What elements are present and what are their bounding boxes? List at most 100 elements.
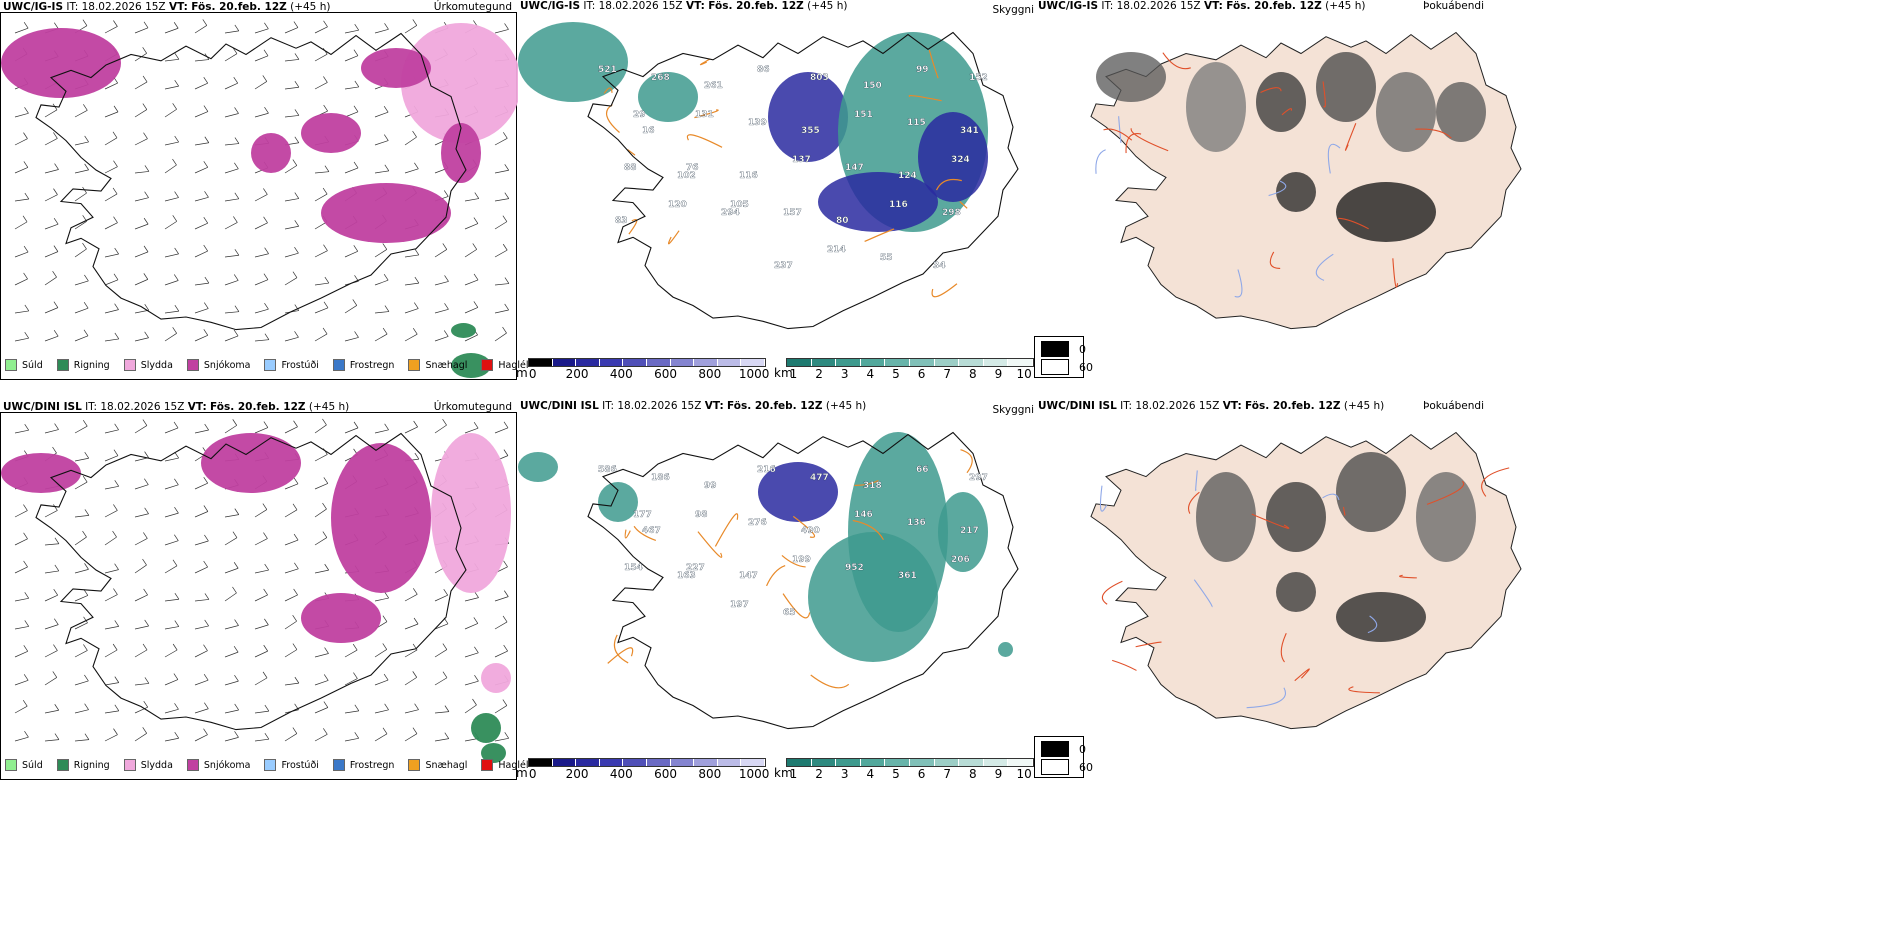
wind-barb: [374, 591, 389, 602]
legend-swatch: [5, 759, 17, 771]
colorbar-tick: 7: [943, 767, 952, 781]
wind-barb: [134, 21, 149, 34]
colorbar-tick: 1000: [738, 367, 770, 381]
wind-barb: [344, 80, 360, 90]
road: [714, 513, 739, 547]
vt-label: VT:: [1203, 0, 1223, 12]
vt-value: Fös. 20.feb. 12Z: [191, 1, 287, 13]
fog-area: [1196, 472, 1256, 562]
wind-barb: [134, 419, 148, 434]
wind-barb: [74, 452, 90, 462]
wind-barb: [374, 643, 388, 658]
wind-barb: [314, 674, 329, 686]
wind-barb: [134, 643, 148, 658]
panel-header: UWC/DINI ISL IT: 18.02.2026 15Z VT: Fös.…: [3, 401, 349, 413]
wind-barb: [284, 81, 300, 90]
wind-barb: [134, 132, 148, 146]
wind-barb: [254, 188, 268, 202]
road: [1269, 251, 1281, 269]
wind-barb: [494, 732, 510, 742]
legend-item: Frostregn: [332, 759, 394, 771]
fog-key: 0 60: [1034, 336, 1093, 378]
fog-area: [1336, 452, 1406, 532]
precip-area: [321, 183, 451, 243]
colorbar-unit: km: [774, 366, 793, 380]
wind-barb: [164, 22, 179, 34]
wind-barb: [254, 704, 270, 714]
model-name: UWC/DINI ISL: [520, 400, 599, 412]
lead-time: (+45 h): [825, 400, 867, 412]
cloud-area: [818, 172, 938, 232]
precip-type-panel: UWC/IG-IS IT: 18.02.2026 15Z VT: Fös. 20…: [0, 1, 529, 380]
wind-barb: [14, 592, 30, 602]
coastline: [35, 432, 467, 731]
road: [1344, 123, 1357, 151]
cloud-value-label: 83: [615, 216, 628, 226]
wind-barb: [104, 620, 120, 630]
road: [1135, 641, 1162, 648]
wind-barb: [104, 216, 118, 230]
colorbar-visibility: 1 2 3 4 5 6 7 8 9 10 km: [774, 758, 1034, 781]
colorbar-tick: 2: [815, 767, 823, 781]
wind-barb: [494, 699, 508, 714]
wind-barb: [224, 329, 239, 342]
wind-barb: [314, 301, 329, 314]
cloud-value-label: 102: [677, 171, 696, 181]
it-label: IT:: [1101, 0, 1114, 12]
precip-panel-title: Úrkomutegund: [433, 1, 512, 13]
cloud-value-label: 116: [739, 171, 758, 181]
cloud-value-label: 99: [916, 65, 929, 75]
fog-key-max: 60: [1079, 360, 1093, 374]
legend-item: Snjókoma: [186, 359, 250, 371]
road: [1481, 467, 1510, 497]
wind-barb: [104, 588, 118, 602]
wind-barb: [404, 302, 419, 314]
wind-barb: [284, 533, 299, 546]
legend-label: Haglél: [498, 359, 529, 371]
wind-barb: [134, 331, 149, 342]
cloud-value-label: 318: [863, 481, 882, 491]
legend-label: Snæhagl: [425, 359, 468, 371]
wind-barb: [194, 702, 209, 714]
wind-barb: [104, 131, 118, 146]
wind-barb: [404, 727, 418, 742]
fog-area: [1276, 572, 1316, 612]
wind-barb: [284, 615, 297, 630]
precip-area: [331, 443, 431, 593]
legend-item: Frostúði: [264, 759, 319, 771]
wind-barb: [194, 329, 209, 342]
wind-barb: [164, 732, 180, 742]
wind-barb: [104, 643, 118, 658]
wind-barb: [14, 304, 30, 314]
panel-header: UWC/IG-IS IT: 18.02.2026 15Z VT: Fös. 20…: [520, 0, 847, 12]
cloud-value-label: 136: [907, 518, 926, 528]
fog-panel-title: Þokuábendi: [1423, 400, 1484, 412]
cloud-value-label: 521: [598, 65, 617, 75]
precip-area: [431, 433, 511, 593]
cloud-value-label: 261: [704, 81, 723, 91]
road: [1193, 579, 1213, 608]
road: [852, 519, 884, 541]
wind-barb: [464, 301, 479, 314]
wind-barb: [164, 327, 177, 342]
cloud-value-label: 186: [651, 473, 670, 483]
road: [686, 134, 723, 148]
wind-barb: [314, 327, 328, 342]
wind-barb: [314, 531, 328, 546]
road: [1399, 574, 1417, 579]
wind-barb: [134, 165, 150, 174]
wind-barb: [344, 161, 359, 174]
cloud-map: 586 186 99 216 477 318 66 297 467 98 276 490 146 136 2…: [518, 431, 1019, 730]
precip-area: [401, 23, 518, 143]
panel-header: UWC/IG-IS IT: 18.02.2026 15Z VT: Fös. 20…: [3, 1, 330, 13]
model-name: UWC/DINI ISL: [3, 401, 82, 413]
wind-barb: [134, 677, 150, 686]
colorbar-tick: 6: [917, 767, 926, 781]
wind-barb: [494, 192, 510, 202]
vt-value: Fös. 20.feb. 12Z: [727, 400, 823, 412]
wind-barb: [404, 671, 418, 686]
wind-barb: [74, 674, 89, 686]
cloud-map: 521 268 261 86 803 150 99 152 16 131 139 355 151 115 3…: [518, 22, 1019, 330]
colorbar-tick: 200: [565, 767, 589, 781]
cloud-area: [638, 72, 698, 122]
